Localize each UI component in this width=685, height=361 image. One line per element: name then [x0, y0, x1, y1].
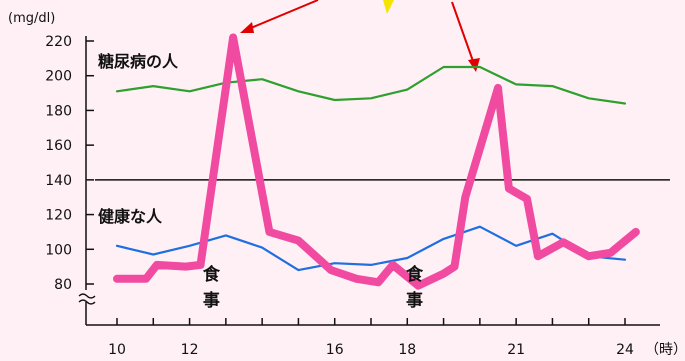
y-tick-label: 140: [45, 173, 72, 189]
y-tick-label: 80: [54, 277, 72, 293]
series-name-label: 健康な人: [98, 207, 163, 226]
arrow-right-head: [468, 58, 480, 72]
y-tick-label: 200: [45, 69, 72, 85]
top-arrows: [240, 0, 480, 72]
y-tick-label: 180: [45, 103, 72, 119]
meal-annotation-char: 食: [203, 264, 221, 285]
meal-annotation: 食事: [203, 264, 221, 311]
y-tick-label: 160: [45, 138, 72, 154]
y-tick-label: 100: [45, 242, 72, 258]
meal-annotation-char: 事: [406, 291, 423, 311]
x-tick-label: 16: [326, 342, 344, 358]
y-tick-label: 220: [45, 34, 72, 50]
meal-annotation: 食事: [406, 264, 424, 311]
series-group: [113, 33, 640, 290]
series-name-label: 糖尿病の人: [98, 52, 179, 71]
x-unit-label: （時）: [645, 342, 685, 358]
arrow-right: [451, 1, 475, 65]
axes: 80 100 120 140 160 180 200 220 10 12 16 18 21 24: [45, 34, 660, 358]
x-tick-label: 10: [108, 342, 126, 358]
y-axis-break-mark: [78, 293, 96, 305]
series-line-2: [113, 33, 640, 290]
arrow-left-head: [240, 22, 254, 33]
yellow-arrow-tip: [383, 0, 394, 14]
arrow-left: [245, 0, 319, 31]
x-tick-label: 21: [507, 342, 525, 358]
y-unit-label: (mg/dl): [8, 11, 55, 26]
x-tick-label: 12: [181, 342, 199, 358]
x-tick-label: 18: [398, 342, 416, 358]
meal-annotation-char: 事: [203, 291, 220, 311]
y-tick-label: 120: [45, 208, 72, 224]
series-line-0: [115, 65, 627, 105]
x-tick-label: 24: [616, 342, 634, 358]
meal-annotation-char: 食: [406, 264, 424, 285]
